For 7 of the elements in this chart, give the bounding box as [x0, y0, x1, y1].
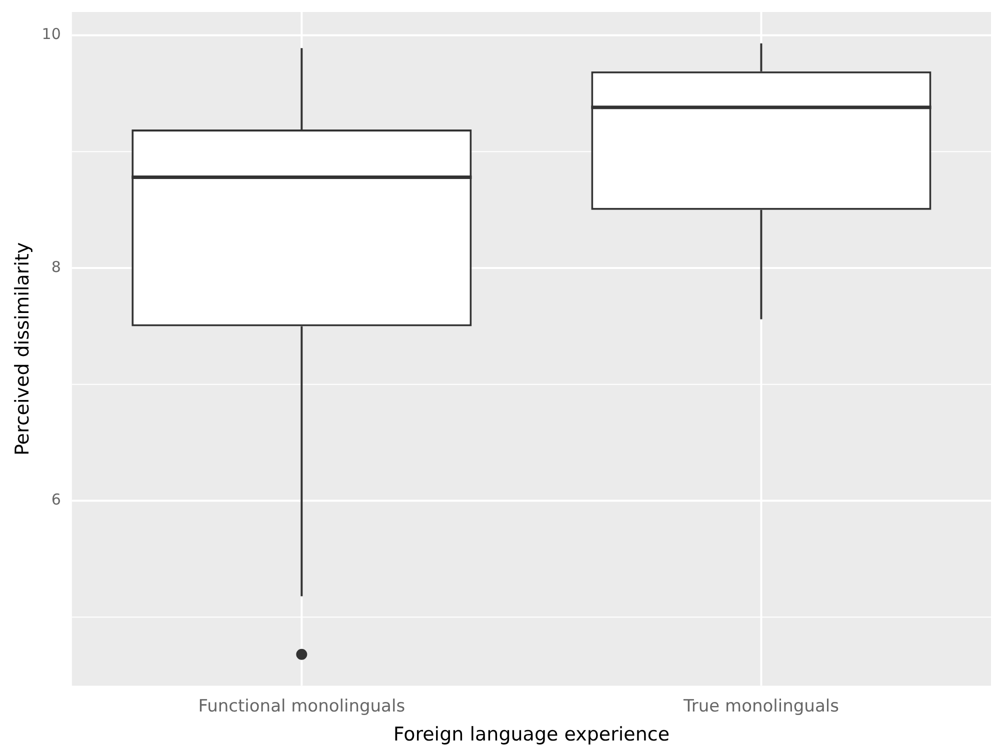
y-tick-label: 8 — [51, 258, 61, 276]
x-tick-label: Functional monolinguals — [198, 696, 406, 716]
x-axis-title: Foreign language experience — [393, 724, 670, 746]
x-tick-label: True monolinguals — [682, 696, 840, 716]
y-tick-label: 10 — [42, 25, 61, 44]
y-tick-label: 6 — [51, 490, 61, 509]
y-axis-title: Perceived dissimilarity — [11, 242, 34, 456]
